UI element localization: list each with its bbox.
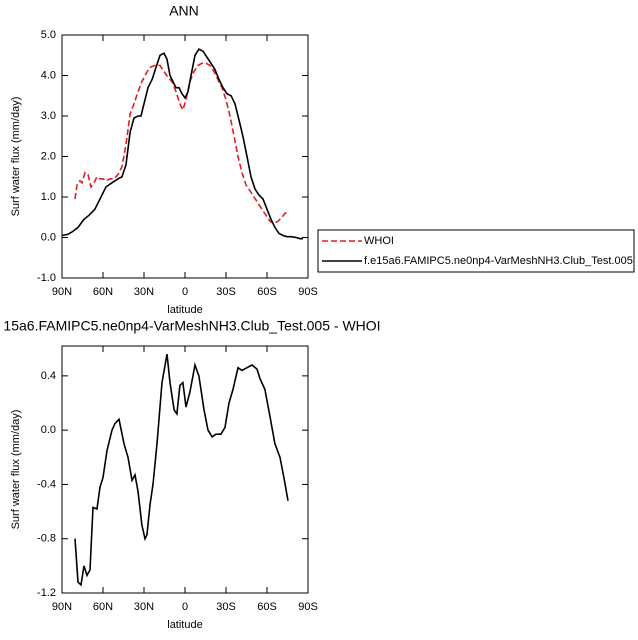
y-tick-label: 0.0 [41,231,56,243]
chart-title: 15a6.FAMIPC5.ne0np4-VarMeshNH3.Club_Test… [3,318,380,334]
y-axis-label: Surf water flux (mm/day) [10,410,22,530]
x-tick-label: 30N [134,286,154,298]
x-tick-label: 60S [257,601,277,613]
x-axis-label: latitude [167,304,202,316]
plot-frame [61,34,309,279]
legend-label: f.e15a6.FAMIPC5.ne0np4-VarMeshNH3.Club_T… [364,255,633,267]
y-tick-label: -0.4 [37,478,56,490]
x-tick-label: 0 [182,601,188,613]
series-line [74,62,288,225]
y-tick-label: 3.0 [41,110,56,122]
y-tick-label: 1.0 [41,191,56,203]
x-tick-label: 30S [216,286,236,298]
y-tick-label: -0.8 [37,533,56,545]
y-tick-label: -1.2 [37,587,56,599]
x-tick-label: 30S [216,601,236,613]
x-tick-label: 30N [134,601,154,613]
x-tick-label: 60S [257,286,277,298]
x-tick-label: 90S [298,286,318,298]
y-tick-label: 0.0 [41,424,56,436]
chart-title: ANN [169,3,199,19]
x-axis-label: latitude [167,619,202,631]
legend-label: WHOI [364,235,394,247]
y-tick-label: 5.0 [41,29,56,41]
y-tick-label: 4.0 [41,69,56,81]
x-tick-label: 90S [298,601,318,613]
series-line [74,353,289,587]
y-axis-label: Surf water flux (mm/day) [10,97,22,217]
x-tick-label: 60N [93,286,113,298]
plot-frame [61,345,309,594]
x-tick-label: 60N [93,601,113,613]
legend-box [317,229,635,273]
y-tick-label: 2.0 [41,150,56,162]
x-tick-label: 0 [182,286,188,298]
x-tick-label: 90N [52,286,72,298]
x-tick-label: 90N [52,601,72,613]
series-line [61,48,303,240]
y-tick-label: 0.4 [41,370,56,382]
y-tick-label: -1.0 [37,272,56,284]
